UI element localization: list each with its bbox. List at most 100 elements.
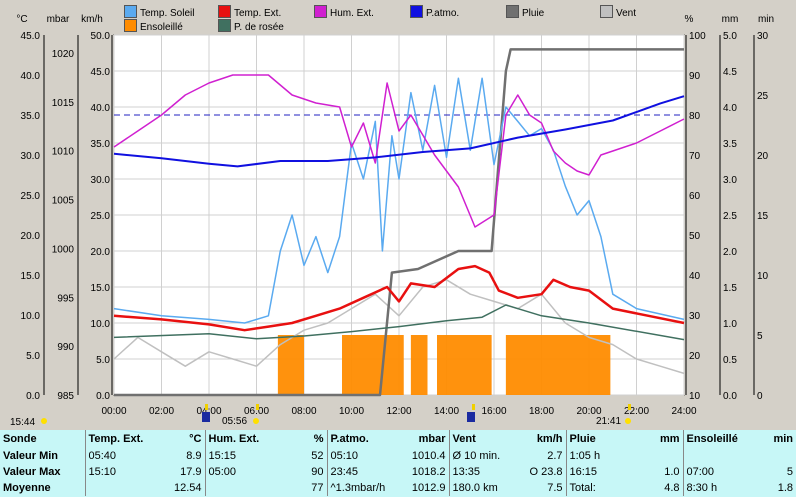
stats-cell: 1.8: [777, 482, 793, 494]
tick-label: 15: [757, 211, 769, 222]
tick-label: 15.0: [91, 283, 111, 294]
unit-label: °C: [16, 14, 27, 25]
legend-swatch: [218, 19, 231, 32]
stats-cell: 17.9: [180, 466, 202, 478]
stats-cell: 15:15: [204, 448, 277, 464]
legend-item: Pluie: [506, 5, 544, 19]
legend-item: Hum. Ext.: [314, 5, 374, 19]
legend-swatch: [314, 5, 327, 18]
legend-label: Temp. Soleil: [140, 8, 195, 19]
series-vent: [113, 279, 685, 375]
stats-table: Sonde Temp. Ext. °C Hum. Ext.% P.atmo. mbar Ve…: [0, 430, 796, 497]
tick-label: 10.0: [21, 311, 41, 322]
stats-header-cell: %: [313, 433, 324, 445]
legend-label: P. de rosée: [234, 22, 284, 33]
tick-label: 30.0: [21, 151, 41, 162]
tick-label: 2.0: [723, 247, 737, 258]
time-label: 02:00: [149, 406, 174, 417]
tick-label: 90: [689, 71, 701, 82]
stats-cell: 23:45: [326, 464, 399, 480]
tick-label: 50.0: [91, 31, 111, 42]
legend-label: P.atmo.: [426, 8, 460, 19]
stats-row: Valeur Min 05:40 8.9 15:15 52 05:10 1010.4 Ø 10…: [0, 448, 796, 464]
time-label: 12:00: [386, 406, 411, 417]
tick-label: 35.0: [91, 139, 111, 150]
tick-label: 1.0: [723, 319, 737, 330]
stats-cell: 1010.4: [411, 450, 446, 462]
stats-cell: 90: [311, 466, 324, 478]
tick-label: 25.0: [91, 211, 111, 222]
stats-header-cell: Hum. Ext.: [204, 430, 277, 448]
stats-cell: [84, 480, 155, 496]
tick-label: 45.0: [21, 31, 41, 42]
tick-label: 1015: [52, 98, 75, 109]
tick-label: 25.0: [21, 191, 41, 202]
stats-header-cell: min: [773, 433, 793, 445]
unit-label: mbar: [47, 14, 70, 25]
sunshine-bar: [505, 335, 611, 395]
stats-header-cell: mbar: [418, 433, 446, 445]
stats-cell: 8.9: [186, 450, 202, 462]
event-marker: [256, 404, 259, 410]
series-temp-ext: [113, 264, 685, 332]
tick-label: 0.0: [723, 391, 737, 402]
stats-cell: 1018.2: [411, 466, 446, 478]
time-label: 06:00: [244, 406, 269, 417]
sun-icon: [625, 418, 631, 424]
stats-cell: Moyenne: [3, 482, 51, 494]
tick-label: 5.0: [26, 351, 40, 362]
series-pluie: [114, 48, 684, 397]
tick-label: 4.0: [723, 103, 737, 114]
tick-label: 30.0: [91, 175, 111, 186]
time-label: 24:00: [671, 406, 696, 417]
legend-label: Pluie: [522, 8, 545, 19]
event-marker: [205, 404, 208, 410]
tick-label: 30: [757, 31, 769, 42]
stats-header-cell: Vent: [448, 430, 521, 448]
tick-label: 10: [689, 391, 701, 402]
tick-label: 20: [757, 151, 769, 162]
sunshine-bar: [277, 335, 304, 395]
stats-header-cell: Temp. Ext.: [84, 430, 155, 448]
stats-header-cell: Sonde: [3, 433, 37, 445]
stats-cell: [682, 448, 755, 464]
stats-cell: 16:15: [565, 464, 638, 480]
stats-cell: [204, 480, 277, 496]
stats-cell: 1.0: [664, 466, 680, 478]
stats-cell: 07:00: [682, 464, 755, 480]
legend-item: Vent: [600, 5, 636, 19]
tick-label: 3.0: [723, 175, 737, 186]
legend-item: Temp. Ext.: [218, 5, 281, 19]
stats-cell: Total:: [565, 480, 638, 496]
tick-label: 20.0: [91, 247, 111, 258]
tick-label: 995: [57, 293, 74, 304]
legend-swatch: [410, 5, 423, 18]
series-hum-ext: [113, 74, 685, 228]
stats-header-cell: P.atmo.: [326, 430, 399, 448]
tick-label: 1005: [52, 196, 75, 207]
stats-cell: 1012.9: [411, 482, 446, 494]
legend-swatch: [124, 19, 137, 32]
legend-swatch: [506, 5, 519, 18]
series-p-atmo: [113, 95, 685, 168]
tick-label: 1.5: [723, 283, 737, 294]
stats-cell: 5: [786, 466, 793, 478]
tick-label: 45.0: [91, 67, 111, 78]
legend-item: P.atmo.: [410, 5, 459, 19]
stats-row: Moyenne 12.54 77 ^1.3mbar/h 1012.9 180.0 km 7.…: [0, 480, 796, 496]
tick-label: 1020: [52, 49, 75, 60]
stats-cell: Valeur Max: [3, 466, 61, 478]
tick-label: 20: [689, 351, 701, 362]
legend-item: P. de rosée: [218, 19, 284, 33]
moon-icon: [202, 412, 210, 422]
sunrise-time: 05:56: [222, 416, 247, 427]
tick-label: 3.5: [723, 139, 737, 150]
stats-cell: 05:00: [204, 464, 277, 480]
moon-icon: [467, 412, 475, 422]
unit-label: km/h: [81, 14, 103, 25]
tick-label: 10.0: [91, 319, 111, 330]
stats-cell: Valeur Min: [3, 450, 59, 462]
sunset-time: 21:41: [596, 416, 621, 427]
stats-header-cell: km/h: [536, 433, 563, 445]
legend-item: Temp. Soleil: [124, 5, 194, 19]
